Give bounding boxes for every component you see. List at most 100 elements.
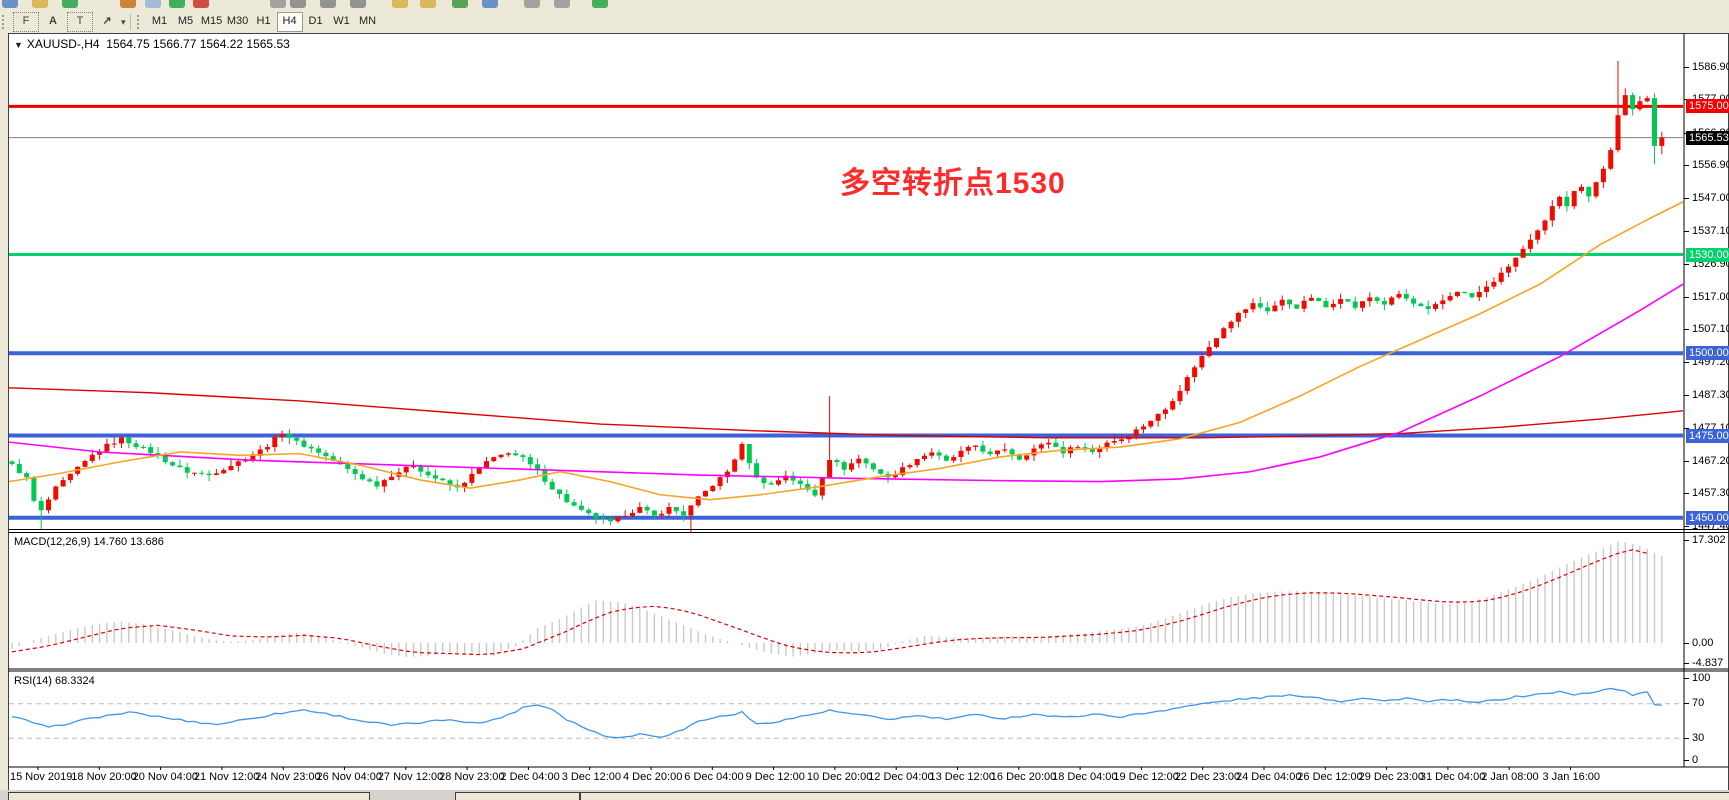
chart-title: ▼ XAUUSD-,H4 1564.75 1566.77 1564.22 1565… <box>14 37 290 51</box>
play-icon[interactable] <box>169 0 185 8</box>
time-axis-label: 24 Nov 23:00 <box>255 771 321 783</box>
time-axis-label: 10 Dec 20:00 <box>806 771 873 783</box>
macd-values: 14.760 13.686 <box>93 536 164 548</box>
equals-icon[interactable] <box>270 0 286 8</box>
text-tool[interactable]: A <box>49 15 57 27</box>
barchart-icon[interactable] <box>290 0 306 8</box>
time-axis-label: 9 Dec 12:00 <box>745 771 805 783</box>
time-axis-label: 2 Dec 04:00 <box>500 771 560 783</box>
timeframe-button-d1[interactable]: D1 <box>308 15 323 27</box>
price-badge: 1475.00 <box>1686 428 1729 443</box>
price-axis-label: 1537.10 <box>1692 224 1729 237</box>
toolbar-separator <box>129 14 131 30</box>
timeframe-button-m30[interactable]: M30 <box>226 15 249 27</box>
cylinder-icon[interactable] <box>120 0 136 8</box>
search-icon[interactable] <box>32 0 48 8</box>
timeframe-button-m15[interactable]: M15 <box>200 15 223 27</box>
macd-tick <box>1684 662 1689 664</box>
timeframe-button-w1[interactable]: W1 <box>333 15 350 27</box>
price-badge: 1500.00 <box>1686 346 1729 361</box>
timeframe-button-h4[interactable]: H4 <box>276 12 303 32</box>
time-axis-label: 31 Dec 04:00 <box>1419 771 1486 783</box>
chart-symbol: XAUUSD-,H4 <box>26 37 100 51</box>
time-axis-label: 24 Dec 04:00 <box>1236 771 1302 783</box>
price-tick <box>1684 460 1689 462</box>
fibonacci-tool[interactable]: F <box>13 12 39 32</box>
time-axis-label: 12 Dec 04:00 <box>868 771 934 783</box>
toolbar-gripper2[interactable] <box>136 15 143 29</box>
windows-icon[interactable] <box>482 0 498 8</box>
toolbar-standard <box>0 0 1729 11</box>
price-badge: 1450.00 <box>1686 510 1729 525</box>
price-tick <box>1684 394 1689 396</box>
new-order-icon[interactable] <box>2 0 18 8</box>
time-axis-label: 26 Nov 04:00 <box>316 771 382 783</box>
price-tick <box>1684 165 1689 167</box>
chart-annotation: 多空转折点1530 <box>840 167 1066 200</box>
zoom-in-icon[interactable] <box>392 0 408 8</box>
price-axis-label: 1467.20 <box>1692 454 1729 467</box>
macd-axis-label: 17.302 <box>1692 534 1726 547</box>
rsi-axis-label: 100 <box>1692 671 1711 684</box>
rsi-label: RSI(14) <box>14 675 52 687</box>
indicators-icon[interactable] <box>452 0 468 8</box>
time-axis-label: 18 Dec 04:00 <box>1052 771 1118 783</box>
price-axis-label: 1507.10 <box>1692 323 1729 336</box>
macd-label: MACD(12,26,9) <box>14 536 91 548</box>
macd-axis-label: -4.837 <box>1692 656 1724 669</box>
timeframe-button-m5[interactable]: M5 <box>177 15 194 27</box>
time-axis-label: 3 Jan 16:00 <box>1542 771 1601 783</box>
toolbar-gripper[interactable] <box>2 15 8 29</box>
time-axis-label: 19 Dec 12:00 <box>1113 771 1179 783</box>
arrows-tool-caret-icon[interactable]: ▾ <box>121 16 126 27</box>
timeframe-button-m1[interactable]: M1 <box>151 15 168 27</box>
chart-window[interactable] <box>0 33 1729 791</box>
minimized-window-3[interactable] <box>580 792 1729 800</box>
time-axis-label: 22 Dec 23:00 <box>1174 771 1241 783</box>
minimized-window-1[interactable] <box>8 792 370 800</box>
minimized-window-2[interactable] <box>455 792 580 800</box>
arrange-icon[interactable] <box>524 0 540 8</box>
bottom-strip <box>0 790 1729 800</box>
zoom-out-icon[interactable] <box>420 0 436 8</box>
time-axis-label: 21 Nov 12:00 <box>193 771 260 783</box>
rsi-tick <box>1684 737 1689 739</box>
stop-icon[interactable] <box>193 0 209 8</box>
candlechart-icon[interactable] <box>320 0 336 8</box>
linechart-icon[interactable] <box>350 0 366 8</box>
timeframe-buttons: M1 M5 M15 M30 H1 H4 D1 W1 MN <box>147 12 381 32</box>
chart-ohlc: 1564.75 1566.77 1564.22 1565.53 <box>106 37 290 51</box>
price-axis-label: 1457.30 <box>1692 487 1729 500</box>
timeframe-button-h1[interactable]: H1 <box>256 15 271 27</box>
time-axis-label: 20 Nov 04:00 <box>132 771 199 783</box>
timeframe-button-mn[interactable]: MN <box>358 15 377 27</box>
time-axis-label: 4 Dec 20:00 <box>623 771 683 783</box>
price-axis-label: 1556.90 <box>1692 159 1729 172</box>
macd-header: MACD(12,26,9) 14.760 13.686 <box>14 536 164 548</box>
rsi-axis-label: 30 <box>1692 731 1705 744</box>
add-indicator-icon[interactable] <box>592 0 608 8</box>
autotrade-icon[interactable] <box>145 0 161 8</box>
chart-dropdown-icon: ▼ <box>14 40 23 50</box>
time-axis-label: 2 Jan 08:00 <box>1481 771 1539 783</box>
macd-tick <box>1684 540 1689 542</box>
add-chart-icon[interactable] <box>62 0 78 8</box>
time-axis-label: 27 Nov 12:00 <box>377 771 444 783</box>
price-tick <box>1684 361 1689 363</box>
price-axis-label: 1487.30 <box>1692 388 1729 401</box>
price-tick <box>1684 296 1689 298</box>
price-tick <box>1684 525 1689 527</box>
tile-icon[interactable] <box>554 0 570 8</box>
arrows-tool[interactable]: ↗ <box>102 15 112 27</box>
price-tick <box>1684 66 1689 68</box>
time-axis-label: 15 Nov 2019 <box>10 771 73 783</box>
price-tick <box>1684 264 1689 266</box>
time-axis-label: 26 Dec 12:00 <box>1297 771 1363 783</box>
rsi-axis-label: 0 <box>1692 753 1699 766</box>
rsi-value: 68.3324 <box>54 675 95 687</box>
text-label-tool[interactable]: T <box>67 12 93 32</box>
rsi-axis-label: 70 <box>1692 697 1705 710</box>
price-badge: 1565.53 <box>1686 130 1729 145</box>
